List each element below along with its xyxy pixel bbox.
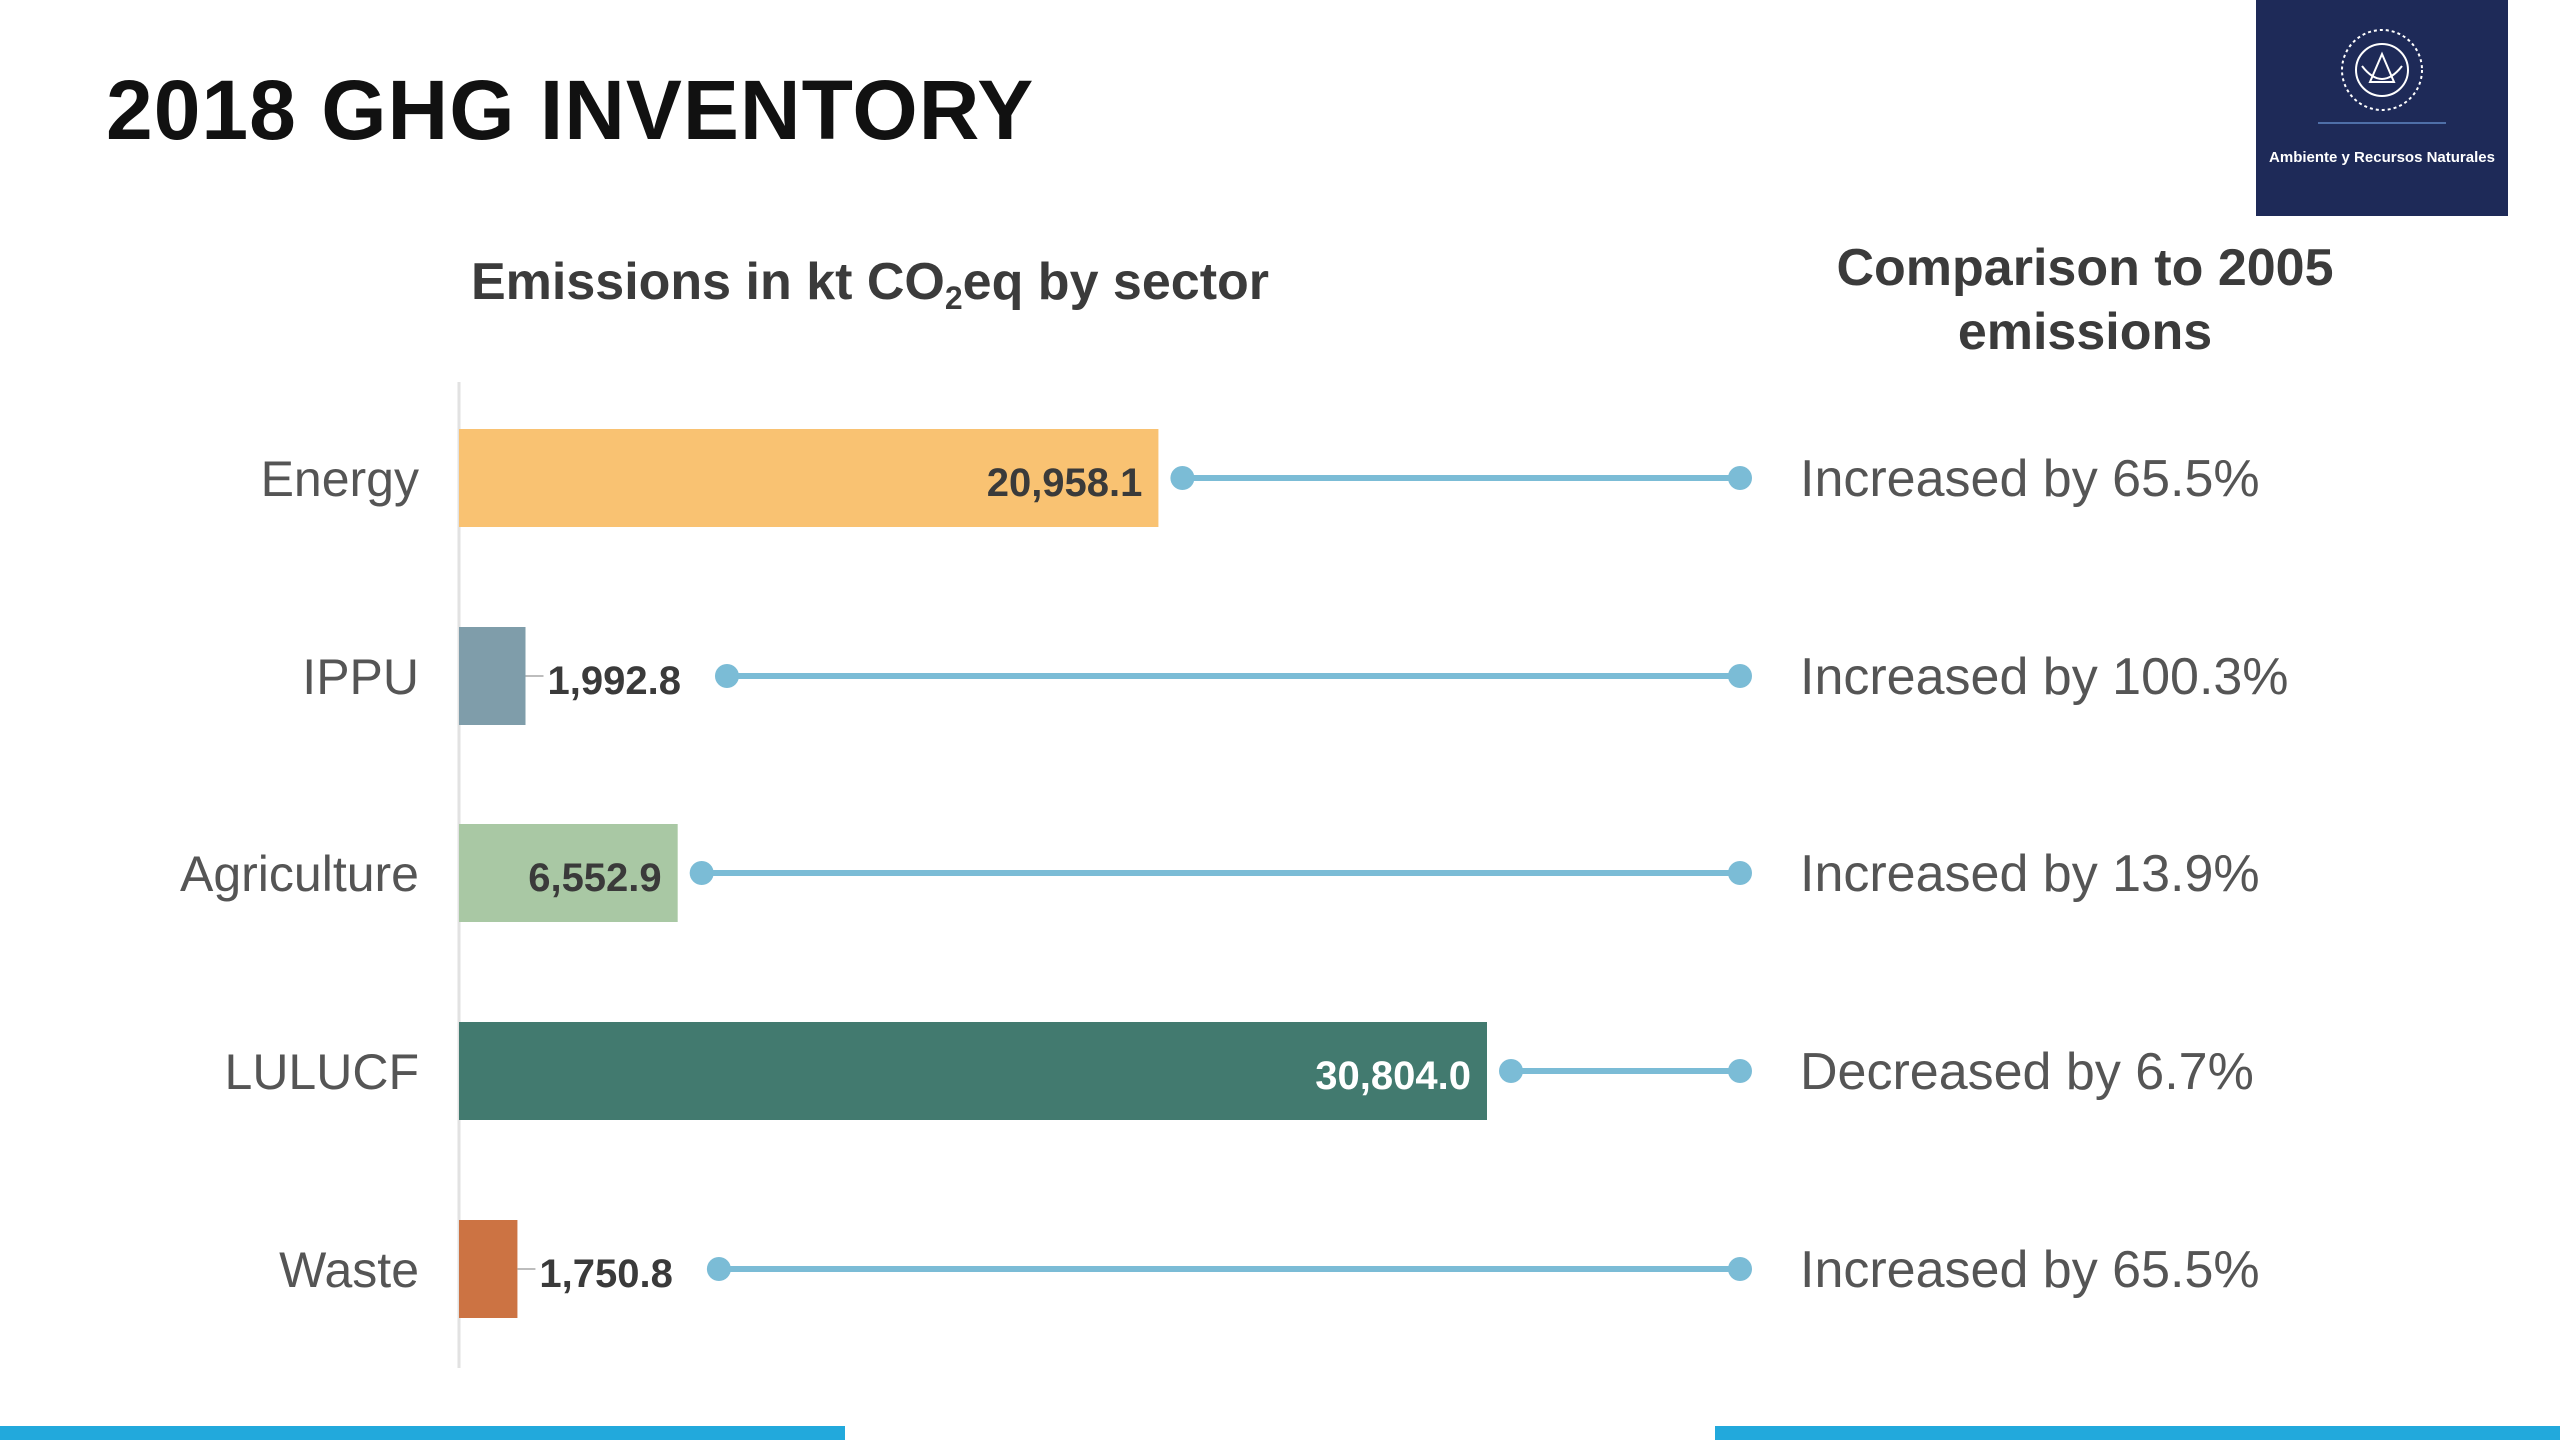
value-label: 6,552.9: [528, 856, 661, 900]
connector-start-dot: [689, 861, 714, 885]
bar-ippu: [459, 627, 526, 725]
comparison-heading: Comparison to 2005 emissions: [1836, 239, 2334, 361]
logo-text: Ambiente y Recursos Naturales: [2269, 149, 2495, 166]
category-label: LULUCF: [225, 1044, 419, 1100]
value-label: 20,958.1: [987, 461, 1143, 505]
chart-heading: Emissions in kt CO2eq by sector: [380, 252, 1360, 317]
chart-heading-prefix: Emissions in kt CO: [470, 253, 945, 311]
category-label: Agriculture: [180, 846, 419, 902]
category-label: Waste: [279, 1242, 419, 1298]
comparison-label: Decreased by 6.7%: [1800, 1043, 2254, 1101]
category-label: IPPU: [302, 649, 419, 705]
connector-end-dot: [1728, 466, 1752, 490]
bar-agriculture: [459, 824, 678, 922]
connector-end-dot: [1728, 861, 1752, 885]
connector-start-dot: [1170, 466, 1195, 490]
value-label: 30,804.0: [1315, 1054, 1471, 1098]
logo-divider: [2318, 122, 2446, 124]
bar-waste: [459, 1220, 518, 1318]
connector-end-dot: [1728, 1059, 1752, 1083]
chart-heading-subscript: 2: [944, 280, 963, 316]
ministry-logo: Ambiente y Recursos Naturales: [2256, 0, 2508, 216]
connector-end-dot: [1728, 1257, 1752, 1281]
chart-heading-suffix: eq by sector: [962, 253, 1270, 311]
page-title: 2018 GHG INVENTORY: [106, 63, 1035, 157]
connector-start-dot: [1499, 1059, 1523, 1083]
bar-energy: [459, 429, 1159, 527]
bar-lulucf: [459, 1022, 1487, 1120]
connector-start-dot: [706, 1257, 731, 1281]
footer-bar-left: [0, 1426, 845, 1440]
comparison-label: Increased by 65.5%: [1800, 450, 2260, 508]
comparison-label: Increased by 13.9%: [1800, 845, 2260, 903]
value-label: 1,992.8: [548, 659, 681, 703]
category-label: Energy: [261, 451, 419, 507]
value-label: 1,750.8: [539, 1252, 672, 1296]
coat-of-arms-icon: [2341, 29, 2423, 111]
connector-end-dot: [1728, 664, 1752, 688]
comparison-label: Increased by 100.3%: [1800, 648, 2289, 706]
footer-bar-right: [1715, 1426, 2560, 1440]
connector-start-dot: [714, 664, 739, 688]
comparison-label: Increased by 65.5%: [1800, 1241, 2260, 1299]
